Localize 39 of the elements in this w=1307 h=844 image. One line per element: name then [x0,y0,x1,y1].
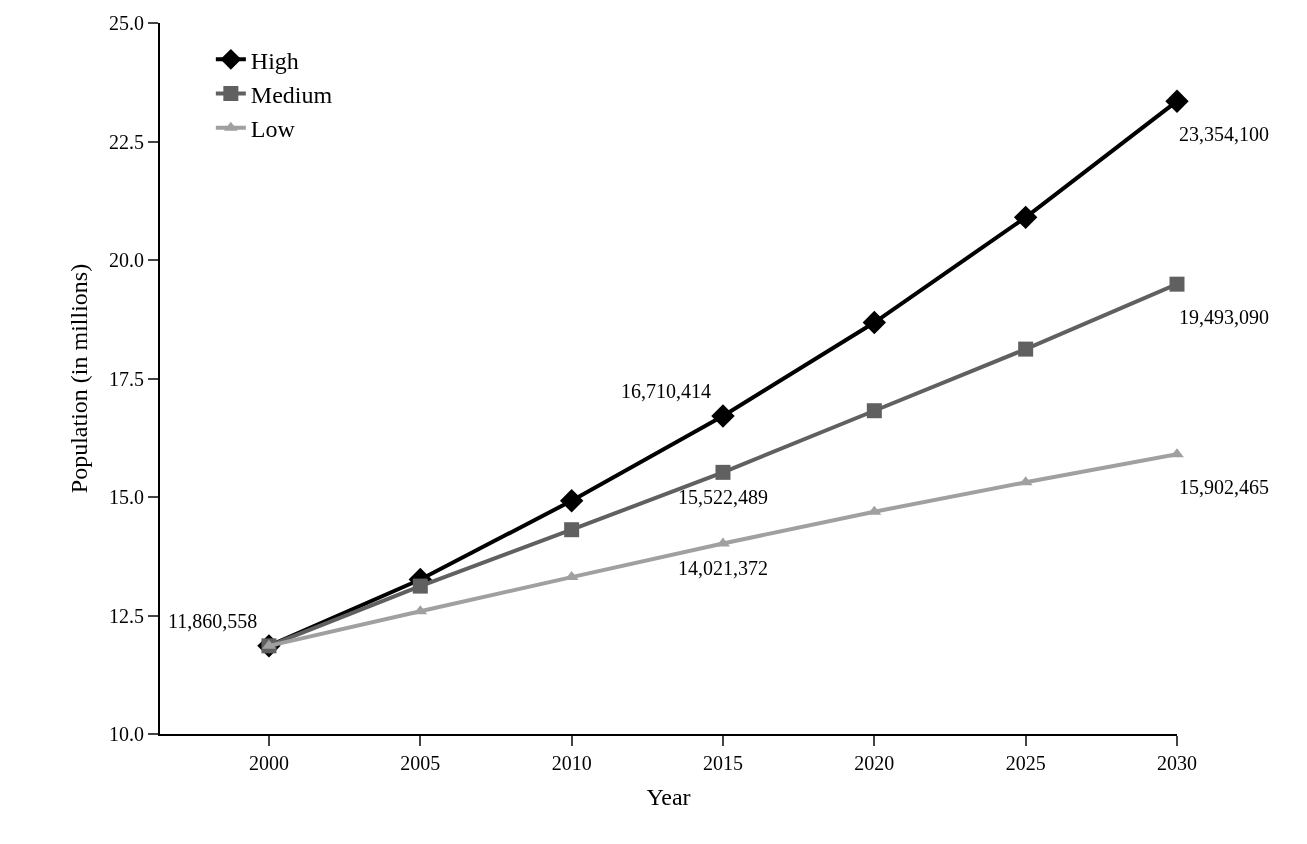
point [412,578,428,594]
point [559,489,584,513]
legend-label: Low [250,116,296,143]
x-tick-label: 2000 [248,752,289,774]
annotation: 15,522,489 [678,486,768,508]
point [711,404,735,428]
y-tick-label: 22.5 [109,130,144,153]
point [564,522,580,538]
point [716,537,730,547]
point [862,310,887,335]
point [1169,276,1185,292]
y-tick-label: 20.0 [109,249,144,271]
x-tick-label: 2020 [854,752,895,774]
annotation: 16,710,414 [621,380,711,402]
point [1013,205,1038,230]
point [715,464,731,480]
y-tick-label: 10.0 [109,723,144,745]
legend-label: High [250,47,299,74]
point [866,403,882,419]
y-axis-title: Population (in millions) [65,263,92,494]
point [1165,89,1189,113]
y-tick-label: 12.5 [109,604,144,627]
y-tick-label: 17.5 [109,367,144,390]
annotation: 19,493,090 [1179,306,1269,328]
x-axis-title: Year [646,783,691,810]
y-tick-label: 15.0 [109,486,144,508]
x-tick-label: 2015 [702,752,743,774]
x-tick-label: 2010 [551,752,592,774]
annotation: 14,021,372 [678,557,768,579]
legend-label: Medium [250,81,333,108]
y-tick-label: 25.0 [109,12,144,34]
point [1018,341,1034,357]
annotation: 11,860,558 [168,610,258,632]
x-tick-label: 2025 [1005,752,1046,774]
x-tick-label: 2030 [1157,752,1197,774]
point [1170,448,1184,458]
annotation: 15,902,465 [1179,476,1269,498]
x-tick-label: 2005 [400,752,441,774]
annotation: 23,354,100 [1179,123,1269,145]
